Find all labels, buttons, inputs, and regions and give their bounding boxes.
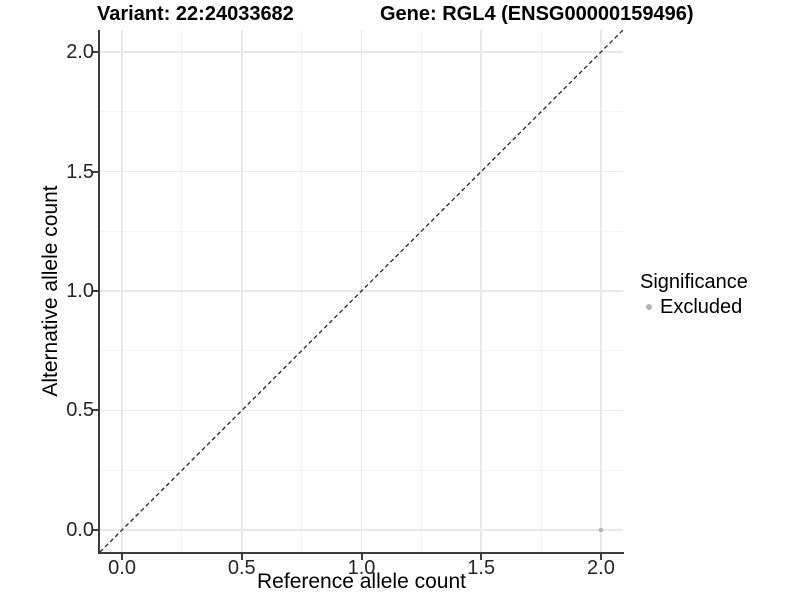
plot-canvas (99, 29, 624, 553)
y-tick-label: 1.0 (66, 280, 94, 302)
x-tick-label: 1.0 (347, 557, 376, 579)
legend-significance: Significance Excluded (640, 271, 748, 318)
y-tick-mark (92, 409, 98, 412)
legend-title: Significance (640, 271, 748, 293)
y-axis-title: Alternative allele count (39, 185, 62, 397)
plot-title-variant: Variant: 22:24033682 (97, 3, 294, 25)
x-tick-mark (480, 554, 483, 560)
x-tick-mark (121, 554, 124, 560)
y-gridline-major (100, 170, 623, 173)
x-axis-line (98, 552, 624, 554)
x-tick-label: 2.0 (587, 557, 615, 579)
x-tick-label: 1.5 (467, 557, 496, 579)
y-tick-mark (92, 51, 98, 54)
y-tick-mark (92, 528, 98, 531)
x-tick-mark (360, 554, 363, 560)
y-axis-line (98, 30, 100, 554)
y-tick-label: 1.5 (66, 160, 94, 183)
y-gridline-major (100, 51, 623, 53)
legend-key-circle-icon (646, 304, 652, 310)
identity-line (99, 29, 624, 553)
x-tick-label: 0.0 (108, 557, 136, 579)
data-point-excluded (598, 527, 604, 533)
x-tick-label: 0.5 (227, 557, 256, 579)
plot-title-gene: Gene: RGL4 (ENSG00000159496) (380, 3, 694, 25)
x-tick-mark (240, 554, 243, 560)
legend-items: Excluded (640, 296, 748, 318)
x-tick-mark (599, 554, 602, 560)
x-axis-title: Reference allele count (257, 570, 466, 593)
y-gridline-major (100, 409, 623, 412)
y-gridline-major (100, 529, 623, 531)
legend-item: Excluded (646, 296, 748, 318)
y-tick-mark (92, 170, 98, 173)
y-tick-label: 2.0 (66, 41, 94, 64)
y-tick-label: 0.0 (66, 518, 94, 541)
y-tick-label: 0.5 (66, 399, 94, 422)
y-tick-mark (92, 290, 98, 292)
legend-item-label: Excluded (660, 296, 743, 318)
